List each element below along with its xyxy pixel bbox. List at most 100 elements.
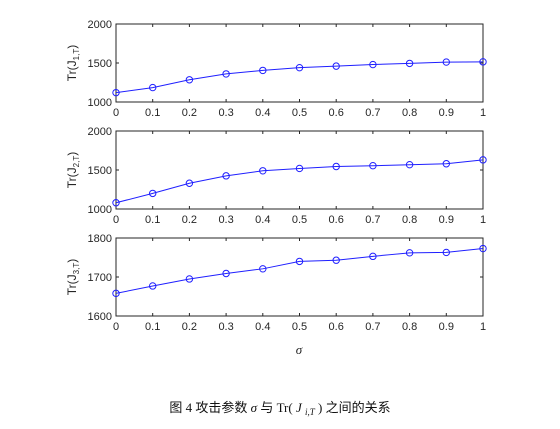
y-axis-label-main: Tr(J xyxy=(65,60,79,81)
data-point xyxy=(369,60,377,69)
data-point xyxy=(259,265,267,273)
x-tick-label: 0.9 xyxy=(439,107,454,119)
x-tick-label: 0.4 xyxy=(255,214,270,226)
data-point xyxy=(222,269,230,278)
x-tick-label: 0.3 xyxy=(218,321,233,333)
caption-j: J xyxy=(296,400,303,415)
x-tick-label: 0.9 xyxy=(439,214,454,226)
y-tick-label: 1500 xyxy=(88,165,112,177)
data-point xyxy=(295,257,304,266)
x-tick-label: 0.6 xyxy=(329,321,344,333)
x-tick-label: 0.2 xyxy=(182,321,197,333)
x-tick-label: 0.3 xyxy=(218,107,233,119)
y-axis-label-close: ) xyxy=(65,45,79,49)
data-point xyxy=(112,199,120,207)
y-axis-label-close: ) xyxy=(65,259,79,263)
data-point xyxy=(112,289,120,298)
x-tick-label: 0.3 xyxy=(218,214,233,226)
x-tick-label: 0.8 xyxy=(402,214,417,226)
figure-caption: 图 4 攻击参数 σ 与 Tr( J i,T ) 之间的关系 xyxy=(169,400,390,418)
data-point xyxy=(185,76,194,84)
x-tick-label: 0.2 xyxy=(182,107,197,119)
x-tick-label: 0.6 xyxy=(329,107,344,119)
data-point xyxy=(332,162,340,171)
y-axis-label: Tr(J3,T) xyxy=(65,259,81,295)
x-tick-label: 1 xyxy=(480,321,486,333)
data-point xyxy=(442,160,450,168)
x-tick-label: 0.5 xyxy=(292,107,307,119)
data-point xyxy=(332,256,340,264)
y-tick-label: 1600 xyxy=(88,311,112,323)
y-tick-label: 1500 xyxy=(88,58,112,70)
x-tick-label: 0 xyxy=(113,107,119,119)
y-axis-label-sub: 3,T xyxy=(72,263,81,275)
x-tick-label: 0 xyxy=(113,321,119,333)
panel-1: 0 0.1 0.2 0.3 0.4 0.5 0.6 0.7 0.8 0.9 1 1000 1500 200… xyxy=(65,19,487,119)
panel-3: 0 0.1 0.2 0.3 0.4 0.5 0.6 0.7 0.8 0.9 1 1600 1700 180… xyxy=(65,233,487,333)
x-tick-label: 0.4 xyxy=(255,321,270,333)
data-point xyxy=(295,164,304,173)
data-point xyxy=(259,66,267,75)
x-tick-label: 0.9 xyxy=(439,321,454,333)
series-line xyxy=(115,61,484,94)
x-tick-label: 0.4 xyxy=(255,107,270,119)
x-tick-label: 1 xyxy=(480,214,486,226)
data-point xyxy=(479,244,487,253)
data-point xyxy=(369,162,377,170)
data-point xyxy=(479,156,487,164)
data-point xyxy=(149,83,157,92)
data-point xyxy=(222,172,230,180)
caption-sub: i,T xyxy=(305,407,316,417)
y-axis-label-main: Tr(J xyxy=(65,167,79,188)
series-line xyxy=(115,248,484,294)
plot-frame xyxy=(115,130,484,210)
x-tick-label: 0 xyxy=(113,214,119,226)
data-point xyxy=(405,249,414,257)
data-point xyxy=(149,189,157,198)
caption-prefix: 图 4 攻击参数 xyxy=(169,400,247,415)
y-axis-label-close: ) xyxy=(65,152,79,156)
panels-group: 0 0.1 0.2 0.3 0.4 0.5 0.6 0.7 0.8 0.9 1 1000 1500 200… xyxy=(65,19,487,333)
y-axis-label: Tr(J2,T) xyxy=(65,152,81,188)
data-point xyxy=(442,248,450,257)
caption-suffix: ) 之间的关系 xyxy=(318,400,391,415)
x-tick-label: 0.8 xyxy=(402,321,417,333)
x-tick-label: 0.7 xyxy=(365,321,380,333)
series-line xyxy=(115,159,484,204)
data-point xyxy=(222,70,230,78)
data-point xyxy=(405,59,414,68)
x-tick-label: 1 xyxy=(480,107,486,119)
data-point xyxy=(405,160,414,169)
x-tick-label: 0.7 xyxy=(365,107,380,119)
plot-frame xyxy=(115,237,484,317)
data-point xyxy=(185,179,194,187)
y-axis-label: Tr(J1,T) xyxy=(65,45,81,81)
x-tick-label: 0.8 xyxy=(402,107,417,119)
y-tick-label: 1000 xyxy=(88,97,112,109)
caption-middle: 与 Tr( xyxy=(260,400,292,415)
x-tick-label: 0.5 xyxy=(292,321,307,333)
y-axis-label-sub: 1,T xyxy=(72,49,81,61)
data-point xyxy=(149,282,157,290)
y-tick-label: 2000 xyxy=(88,19,112,31)
data-point xyxy=(369,252,377,261)
y-tick-label: 1000 xyxy=(88,204,112,216)
x-tick-label: 0.7 xyxy=(365,214,380,226)
x-tick-label: 0.2 xyxy=(182,214,197,226)
x-tick-label: 0.5 xyxy=(292,214,307,226)
panel-2: 0 0.1 0.2 0.3 0.4 0.5 0.6 0.7 0.8 0.9 1 1000 1500 200… xyxy=(65,126,487,226)
x-tick-label: 0.1 xyxy=(145,321,160,333)
data-point xyxy=(332,62,340,70)
data-point xyxy=(479,58,487,66)
data-point xyxy=(185,275,194,283)
y-tick-label: 1800 xyxy=(88,233,112,245)
y-tick-label: 1700 xyxy=(88,272,112,284)
x-tick-label: 0.1 xyxy=(145,107,160,119)
data-point xyxy=(112,88,120,97)
data-point xyxy=(295,63,304,72)
x-axis-label: σ xyxy=(296,342,303,357)
data-point xyxy=(259,167,267,175)
y-axis-label-sub: 2,T xyxy=(72,156,81,168)
y-tick-label: 2000 xyxy=(88,126,112,138)
